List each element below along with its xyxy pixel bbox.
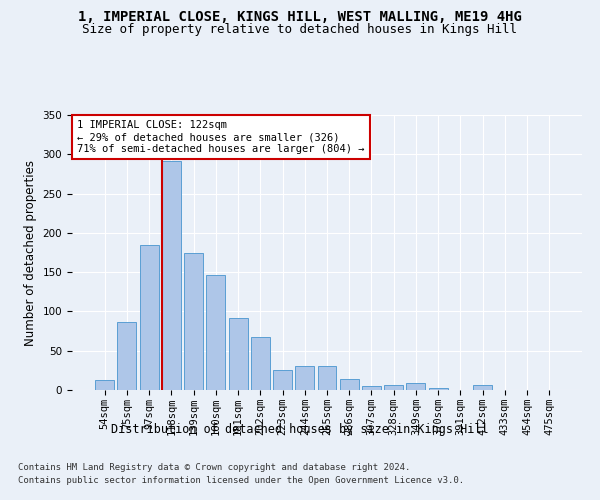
Bar	[118, 322, 136, 390]
Bar	[406, 383, 425, 390]
Bar	[295, 366, 314, 390]
Bar	[251, 336, 270, 390]
Bar	[362, 386, 381, 390]
Bar	[206, 274, 225, 390]
Bar	[184, 252, 203, 390]
Bar	[473, 386, 492, 390]
Bar	[229, 318, 248, 390]
Text: Distribution of detached houses by size in Kings Hill: Distribution of detached houses by size …	[111, 422, 489, 436]
Bar	[95, 380, 114, 390]
Bar	[340, 379, 359, 390]
Bar	[273, 370, 292, 390]
Text: 1 IMPERIAL CLOSE: 122sqm
← 29% of detached houses are smaller (326)
71% of semi-: 1 IMPERIAL CLOSE: 122sqm ← 29% of detach…	[77, 120, 365, 154]
Bar	[140, 244, 158, 390]
Bar	[384, 384, 403, 390]
Bar	[317, 366, 337, 390]
Text: Size of property relative to detached houses in Kings Hill: Size of property relative to detached ho…	[83, 22, 517, 36]
Bar	[429, 388, 448, 390]
Bar	[162, 162, 181, 390]
Text: Contains HM Land Registry data © Crown copyright and database right 2024.: Contains HM Land Registry data © Crown c…	[18, 462, 410, 471]
Text: 1, IMPERIAL CLOSE, KINGS HILL, WEST MALLING, ME19 4HG: 1, IMPERIAL CLOSE, KINGS HILL, WEST MALL…	[78, 10, 522, 24]
Y-axis label: Number of detached properties: Number of detached properties	[24, 160, 37, 346]
Text: Contains public sector information licensed under the Open Government Licence v3: Contains public sector information licen…	[18, 476, 464, 485]
